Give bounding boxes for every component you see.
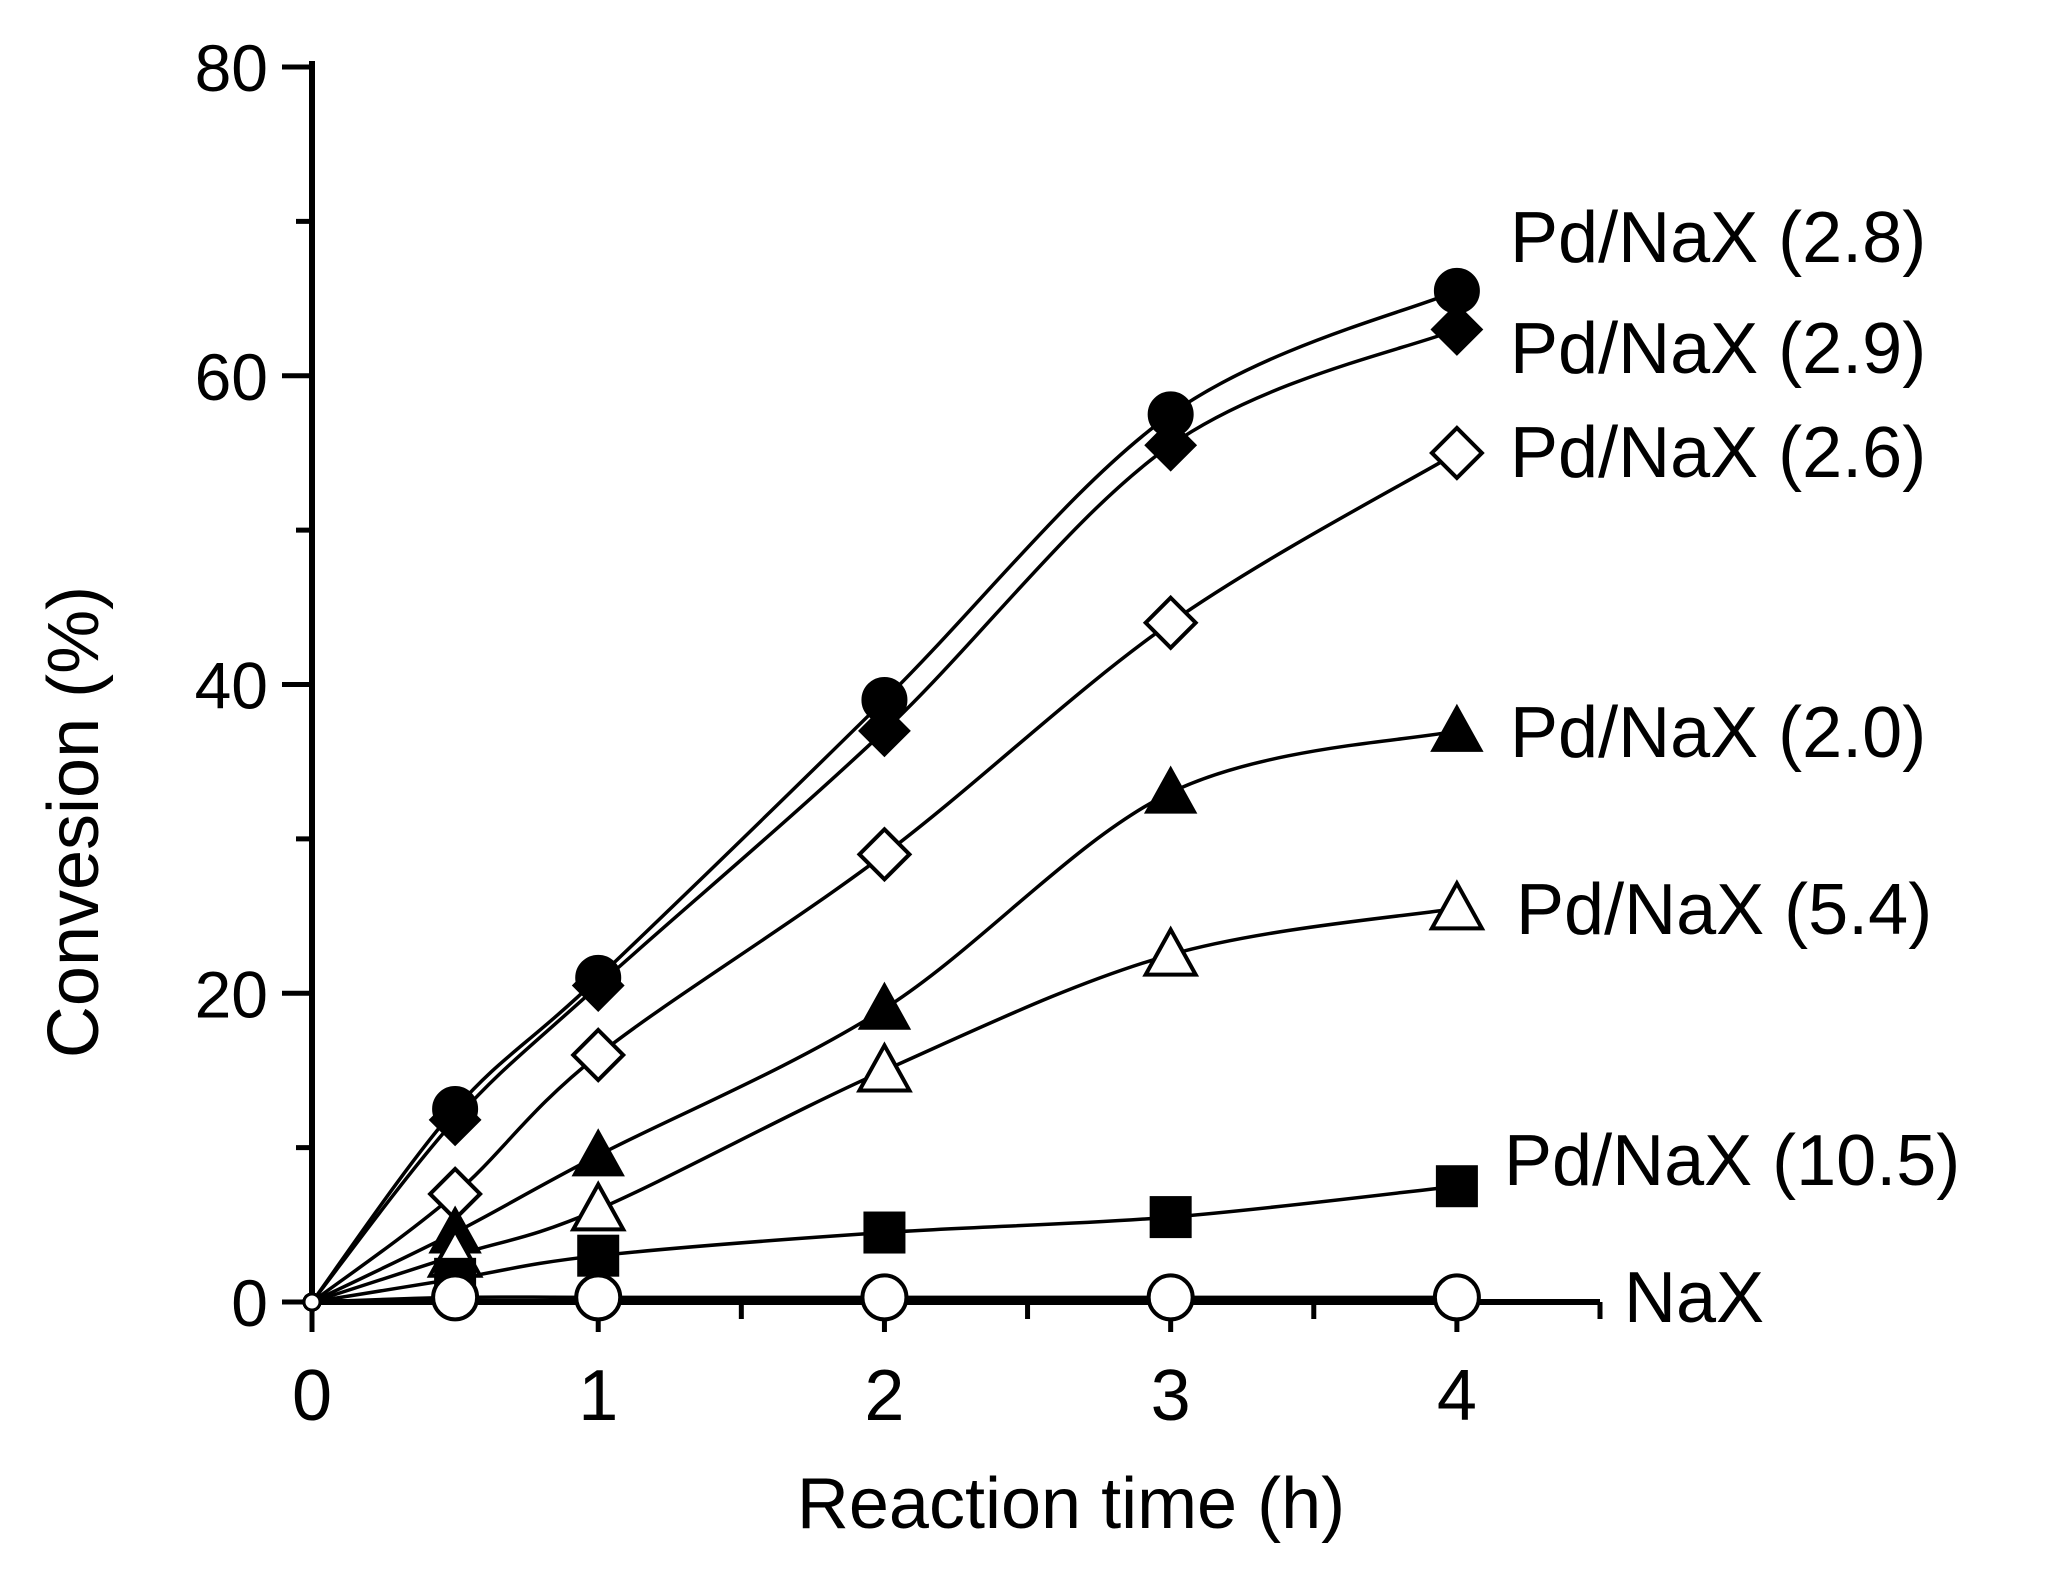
data-point — [1142, 925, 1200, 977]
data-point — [856, 826, 913, 883]
series-labels: Pd/NaX (2.8) Pd/NaX (2.9) Pd/NaX (2.6) Pd/N… — [1504, 198, 1960, 1338]
series-lines — [310, 289, 1458, 1304]
series-line — [310, 289, 1458, 1304]
x-tick-label: 1 — [578, 1356, 618, 1436]
x-tick-label: 3 — [1151, 1356, 1191, 1436]
y-tick-label: 80 — [195, 31, 268, 105]
data-point — [1142, 594, 1199, 651]
data-point — [1428, 879, 1486, 931]
y-tick-label: 20 — [195, 957, 268, 1031]
data-point — [428, 1093, 482, 1147]
data-point — [1429, 425, 1485, 481]
series-label: Pd/NaX (2.6) — [1510, 413, 1926, 493]
series-label: Pd/NaX (2.9) — [1510, 309, 1926, 389]
y-tick-label: 40 — [195, 649, 268, 723]
data-point — [863, 1211, 906, 1254]
series-label: Pd/NaX (10.5) — [1504, 1121, 1960, 1201]
x-tick-label: 2 — [864, 1356, 904, 1436]
data-point — [1432, 1273, 1481, 1322]
series-line — [310, 327, 1458, 1304]
data-point — [1430, 703, 1484, 752]
data-point — [857, 981, 912, 1030]
data-point — [570, 1027, 627, 1083]
x-tick-label: 4 — [1437, 1356, 1477, 1436]
data-point — [571, 959, 625, 1012]
series-label: Pd/NaX (2.0) — [1510, 693, 1926, 773]
data-point — [574, 1273, 623, 1322]
data-point — [1144, 418, 1198, 472]
series-markers — [302, 267, 1486, 1322]
series-label: Pd/NaX (2.8) — [1510, 198, 1926, 278]
x-axis-title: Reaction time (h) — [797, 1464, 1345, 1544]
data-point — [577, 1234, 620, 1277]
data-point — [1149, 1196, 1192, 1239]
origin-point — [302, 1292, 322, 1312]
data-point — [858, 704, 911, 758]
series-label: NaX — [1624, 1258, 1764, 1338]
data-point — [1143, 765, 1198, 814]
data-point — [571, 1128, 625, 1177]
data-point — [1435, 1165, 1478, 1208]
series-label: Pd/NaX (5.4) — [1516, 870, 1932, 950]
x-tick-label: 0 — [292, 1356, 332, 1436]
y-axis-title: Convesion (%) — [34, 586, 114, 1058]
data-point — [1146, 1273, 1195, 1322]
data-point — [856, 1041, 913, 1093]
y-tick-label: 0 — [231, 1266, 268, 1340]
data-point — [1430, 303, 1484, 356]
data-point — [860, 1273, 909, 1322]
data-point — [431, 1273, 480, 1322]
y-tick-label: 60 — [195, 340, 268, 414]
data-point — [569, 1180, 627, 1232]
